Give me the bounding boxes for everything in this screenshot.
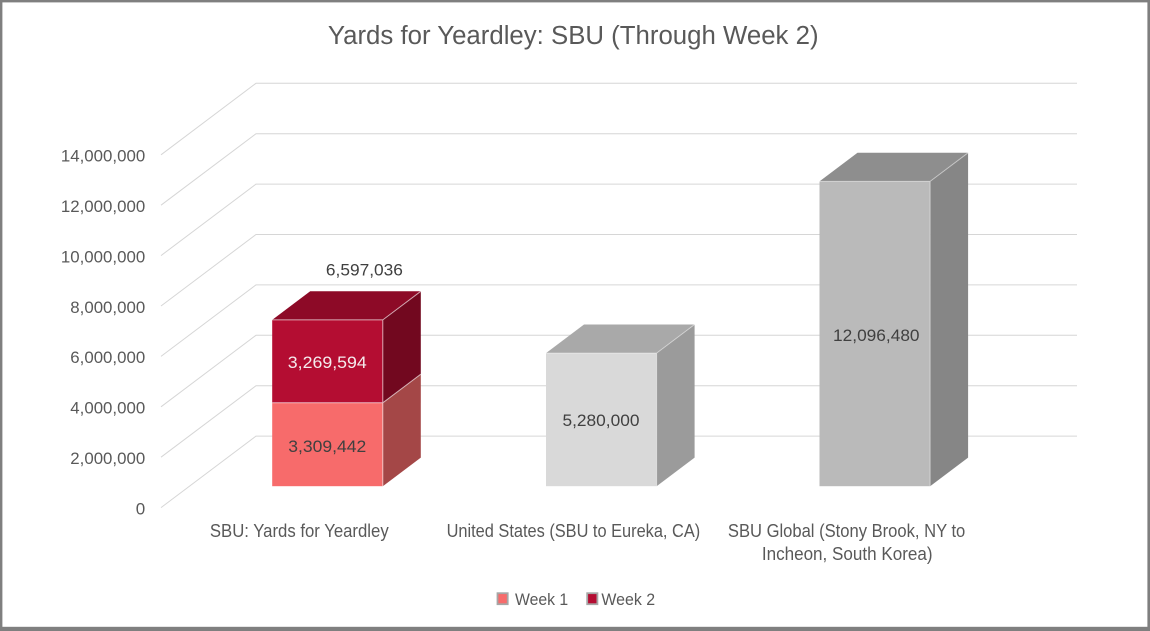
svg-text:3,269,594: 3,269,594 [288, 353, 367, 372]
svg-text:0: 0 [136, 499, 145, 518]
svg-text:6,000,000: 6,000,000 [70, 348, 145, 367]
svg-text:2,000,000: 2,000,000 [70, 449, 145, 468]
svg-text:United States (SBU to Eureka,: United States (SBU to Eureka, CA) [447, 521, 701, 541]
svg-text:12,096,480: 12,096,480 [833, 326, 920, 345]
svg-text:3,309,442: 3,309,442 [288, 437, 366, 456]
svg-text:SBU: Yards for Yeardley: SBU: Yards for Yeardley [210, 521, 389, 541]
svg-text:SBU Global (Stony Brook, NY to: SBU Global (Stony Brook, NY to [728, 521, 965, 541]
svg-text:6,597,036: 6,597,036 [326, 261, 403, 280]
svg-text:8,000,000: 8,000,000 [70, 298, 145, 317]
svg-text:Yards for Yeardley: SBU (Throu: Yards for Yeardley: SBU (Through Week 2) [328, 22, 819, 50]
svg-text:10,000,000: 10,000,000 [61, 247, 145, 266]
svg-text:12,000,000: 12,000,000 [61, 197, 145, 216]
svg-text:5,280,000: 5,280,000 [563, 411, 640, 430]
svg-text:Week 1: Week 1 [515, 591, 568, 609]
svg-text:Incheon, South Korea): Incheon, South Korea) [762, 544, 933, 564]
svg-text:4,000,000: 4,000,000 [70, 399, 145, 418]
svg-text:Week 2: Week 2 [601, 591, 655, 609]
svg-text:14,000,000: 14,000,000 [61, 147, 145, 166]
